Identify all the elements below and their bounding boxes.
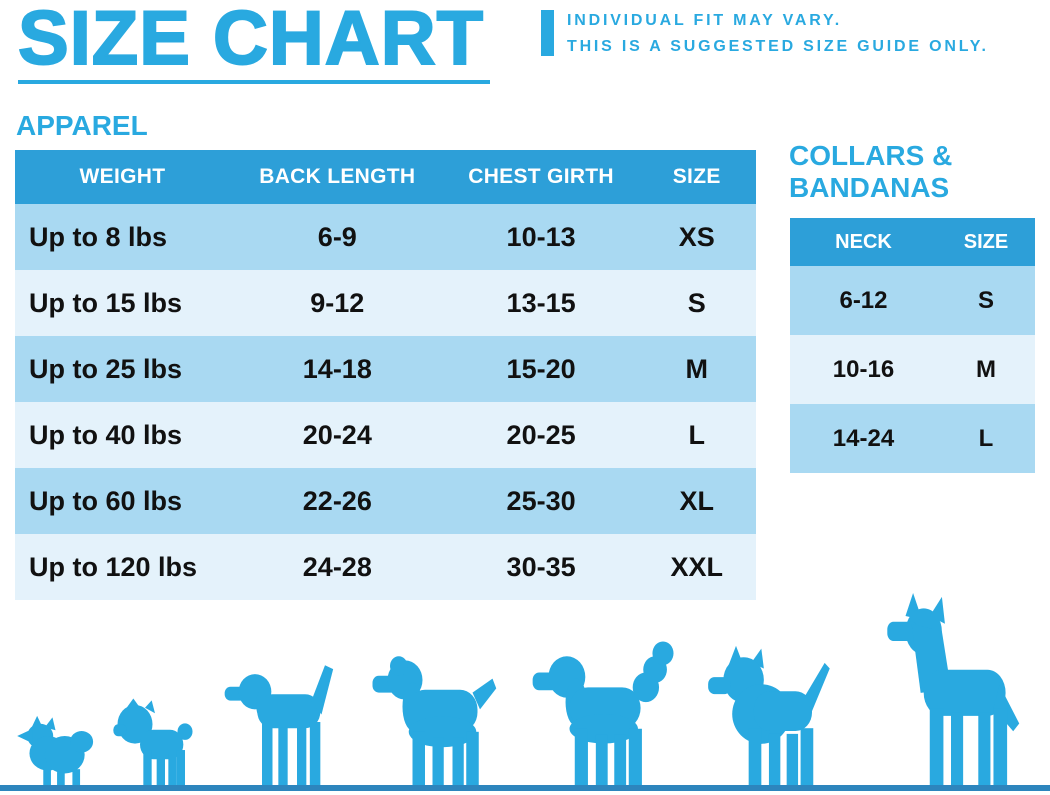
- cell-size: L: [688, 419, 705, 450]
- cell-chest-girth: 15-20: [506, 353, 576, 384]
- page-title: SIZE CHART: [17, 0, 490, 84]
- apparel-size-table: WEIGHT BACK LENGTH CHEST GIRTH SIZE Up t…: [15, 150, 756, 600]
- collars-col-size: SIZE: [937, 218, 1035, 266]
- ground-line: [0, 785, 1050, 791]
- cell-neck: 14-24: [832, 424, 895, 452]
- dog-size-comparison-row: [0, 593, 1050, 785]
- cell-size: M: [976, 355, 996, 383]
- cell-size: XS: [678, 221, 715, 252]
- apparel-col-weight: WEIGHT: [15, 150, 230, 204]
- cell-back-length: 14-18: [302, 353, 372, 384]
- cell-size: S: [687, 287, 706, 318]
- cell-weight: Up to 120 lbs: [29, 551, 198, 582]
- collars-bandanas-heading: COLLARS & BANDANAS: [789, 140, 953, 203]
- table-row: Up to 25 lbs 14-18 15-20 M: [15, 336, 756, 402]
- cell-neck: 10-16: [832, 355, 895, 383]
- cell-weight: Up to 15 lbs: [29, 287, 183, 318]
- apparel-col-back-length: BACK LENGTH: [229, 150, 445, 204]
- collars-col-neck: NECK: [790, 218, 937, 266]
- cell-back-length: 24-28: [302, 551, 372, 582]
- cell-weight: Up to 8 lbs: [29, 221, 168, 252]
- cell-chest-girth: 10-13: [506, 221, 576, 252]
- cell-back-length: 22-26: [302, 485, 372, 516]
- cell-back-length: 6-9: [317, 221, 357, 252]
- table-row: Up to 8 lbs 6-9 10-13 XS: [15, 204, 756, 270]
- table-row: 6-12 S: [790, 266, 1035, 335]
- spaniel-plume-tail-icon: [532, 641, 674, 785]
- table-row: Up to 120 lbs 24-28 30-35 XXL: [15, 534, 756, 600]
- cell-size: S: [977, 286, 994, 314]
- cell-size: XL: [679, 485, 714, 516]
- table-row: Up to 60 lbs 22-26 25-30 XL: [15, 468, 756, 534]
- cell-weight: Up to 40 lbs: [29, 419, 183, 450]
- disclaimer-accent-block: [541, 10, 554, 56]
- cell-chest-girth: 30-35: [506, 551, 576, 582]
- cell-back-length: 9-12: [310, 287, 365, 318]
- cell-neck: 6-12: [839, 286, 888, 314]
- table-row: 14-24 L: [790, 404, 1035, 473]
- cell-chest-girth: 13-15: [506, 287, 576, 318]
- apparel-header-row: WEIGHT BACK LENGTH CHEST GIRTH SIZE: [15, 150, 756, 204]
- cell-back-length: 20-24: [302, 419, 372, 450]
- pug-icon: [113, 698, 193, 785]
- cell-chest-girth: 25-30: [506, 485, 576, 516]
- pomeranian-icon: [17, 715, 94, 785]
- great-dane-icon: [887, 593, 1020, 785]
- cocker-spaniel-icon: [372, 656, 497, 785]
- beagle-icon: [224, 665, 334, 785]
- apparel-col-chest-girth: CHEST GIRTH: [444, 150, 638, 204]
- collars-header-row: NECK SIZE: [790, 218, 1035, 266]
- disclaimer-line-2: THIS IS A SUGGESTED SIZE GUIDE ONLY.: [567, 38, 989, 55]
- collars-size-table: NECK SIZE 6-12 S 10-16 M 14-24 L: [790, 218, 1035, 473]
- table-row: Up to 40 lbs 20-24 20-25 L: [15, 402, 756, 468]
- apparel-col-size: SIZE: [637, 150, 756, 204]
- disclaimer-text: INDIVIDUAL FIT MAY VARY. THIS IS A SUGGE…: [567, 8, 989, 60]
- disclaimer-line-1: INDIVIDUAL FIT MAY VARY.: [567, 12, 842, 29]
- cell-size: XXL: [670, 551, 723, 582]
- table-row: Up to 15 lbs 9-12 13-15 S: [15, 270, 756, 336]
- pitbull-icon: [708, 645, 830, 785]
- apparel-heading: APPAREL: [16, 110, 148, 141]
- table-row: 10-16 M: [790, 335, 1035, 404]
- cell-weight: Up to 25 lbs: [29, 353, 183, 384]
- cell-weight: Up to 60 lbs: [29, 485, 183, 516]
- cell-size: M: [685, 353, 708, 384]
- cell-size: L: [978, 424, 994, 452]
- cell-chest-girth: 20-25: [506, 419, 576, 450]
